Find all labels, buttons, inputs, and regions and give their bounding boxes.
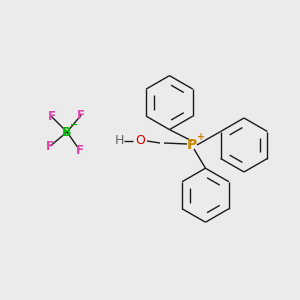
Text: F: F [46, 140, 54, 153]
Text: P: P [187, 138, 197, 152]
Text: F: F [47, 110, 56, 123]
Text: +: + [197, 132, 205, 142]
Text: −: − [70, 120, 78, 130]
Text: B: B [62, 125, 72, 139]
Text: F: F [77, 109, 85, 122]
Text: F: F [76, 143, 84, 157]
Text: O: O [135, 134, 145, 148]
Text: H: H [115, 134, 124, 148]
